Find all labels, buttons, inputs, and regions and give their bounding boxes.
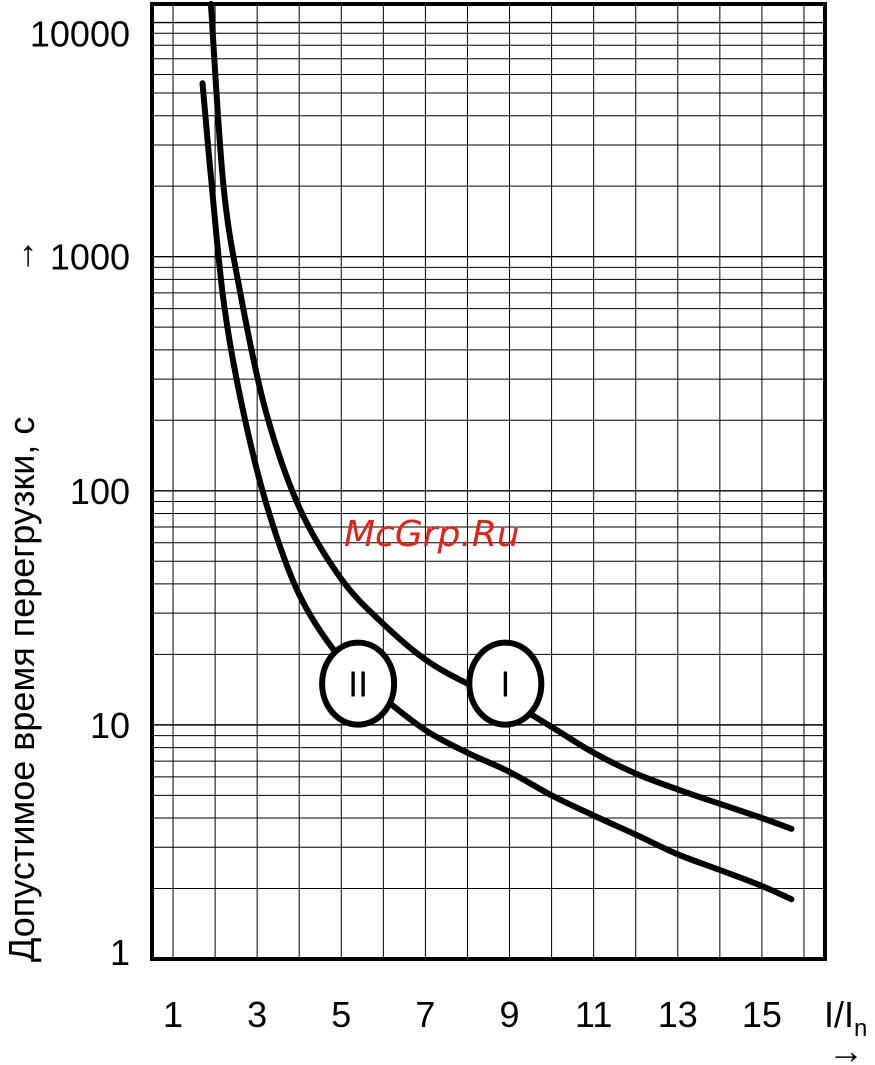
x-tick-label: 11 <box>575 994 612 1035</box>
curve-marker-i: I <box>466 639 545 728</box>
y-tick-label: 10000 <box>30 14 130 55</box>
x-tick-label: 3 <box>247 994 267 1035</box>
curve-marker-label: I <box>500 664 510 705</box>
x-tick-label: 1 <box>163 994 183 1035</box>
x-axis-label: I/In <box>824 994 867 1042</box>
y-tick-label: 1000 <box>50 237 130 278</box>
series-curve-ii <box>199 80 795 903</box>
x-axis-arrow: → <box>828 1030 864 1065</box>
x-tick-label: 13 <box>658 994 698 1035</box>
x-tick-label: 7 <box>415 994 435 1035</box>
x-tick-label: 15 <box>742 994 782 1035</box>
y-axis-label: Допустимое время перегрузки, с <box>1 417 42 962</box>
watermark: McGrp.Ru <box>344 514 520 555</box>
series-layer: II I <box>199 1 795 903</box>
y-tick-label: 100 <box>70 471 130 512</box>
x-tick-label: 5 <box>331 994 351 1035</box>
curve-marker-ii: II <box>319 639 398 728</box>
grid <box>152 4 825 960</box>
curve-marker-circle <box>466 639 545 728</box>
plot-frame <box>150 2 827 961</box>
y-axis-arrow: → <box>1 238 42 274</box>
curve-marker-circle <box>319 639 398 728</box>
x-axis-label-main: I/I <box>824 994 854 1035</box>
series-curve-i <box>207 1 795 832</box>
y-tick-label: 10 <box>90 705 130 746</box>
curve-marker-label: II <box>348 664 368 705</box>
x-tick-label: 9 <box>500 994 520 1035</box>
y-tick-label: 1 <box>110 932 130 973</box>
x-axis-label-subscript: n <box>854 1015 867 1042</box>
